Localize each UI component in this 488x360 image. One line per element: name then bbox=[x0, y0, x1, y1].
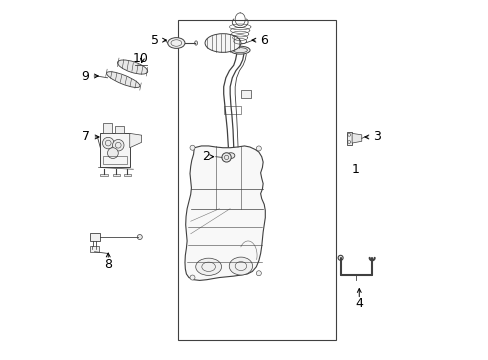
Circle shape bbox=[107, 148, 118, 158]
Text: 3: 3 bbox=[372, 130, 380, 144]
Circle shape bbox=[256, 146, 261, 151]
Ellipse shape bbox=[229, 257, 252, 275]
Bar bbox=[224, 107, 241, 114]
Circle shape bbox=[112, 139, 124, 151]
Bar bbox=[100, 134, 129, 167]
Polygon shape bbox=[129, 134, 142, 148]
Ellipse shape bbox=[195, 258, 221, 275]
Text: 5: 5 bbox=[150, 33, 159, 47]
Ellipse shape bbox=[226, 153, 234, 158]
Ellipse shape bbox=[106, 72, 140, 87]
Ellipse shape bbox=[230, 46, 249, 54]
Circle shape bbox=[222, 153, 231, 162]
Bar bbox=[241, 90, 250, 98]
Ellipse shape bbox=[117, 60, 147, 74]
Text: 2: 2 bbox=[202, 150, 209, 163]
Circle shape bbox=[190, 275, 195, 280]
Text: 4: 4 bbox=[355, 297, 363, 310]
Bar bbox=[113, 174, 120, 176]
Ellipse shape bbox=[204, 34, 241, 52]
Bar bbox=[103, 156, 126, 164]
Ellipse shape bbox=[233, 48, 247, 53]
Circle shape bbox=[190, 145, 195, 150]
Text: 10: 10 bbox=[132, 51, 148, 64]
Bar bbox=[103, 123, 112, 134]
Text: 6: 6 bbox=[260, 33, 267, 47]
Bar bbox=[178, 21, 335, 339]
Text: 1: 1 bbox=[351, 163, 359, 176]
Circle shape bbox=[337, 255, 343, 260]
Polygon shape bbox=[351, 134, 361, 143]
Ellipse shape bbox=[194, 41, 197, 45]
Bar bbox=[123, 174, 131, 176]
Bar bbox=[346, 132, 351, 145]
Text: 7: 7 bbox=[82, 130, 90, 144]
Text: 9: 9 bbox=[81, 69, 89, 82]
Bar bbox=[90, 246, 99, 252]
Circle shape bbox=[102, 137, 114, 149]
Circle shape bbox=[137, 234, 142, 239]
Circle shape bbox=[256, 271, 261, 276]
Text: 8: 8 bbox=[104, 258, 112, 271]
Bar bbox=[89, 233, 100, 241]
Ellipse shape bbox=[167, 38, 184, 48]
Polygon shape bbox=[184, 146, 265, 280]
Bar bbox=[100, 174, 107, 176]
Bar bbox=[115, 126, 123, 134]
